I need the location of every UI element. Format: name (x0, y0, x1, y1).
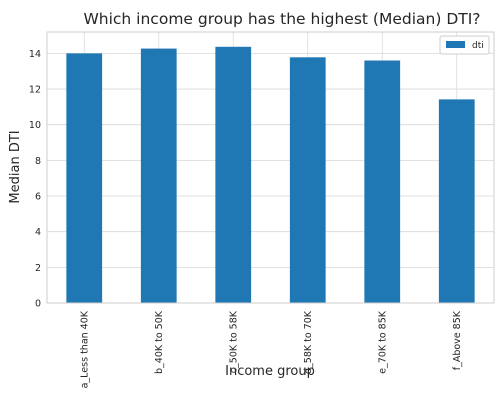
bar (364, 60, 401, 303)
y-tick-label: 10 (29, 120, 41, 131)
y-tick-labels: 0 2 4 6 8 10 12 14 (29, 49, 41, 310)
y-axis-label: Median DTI (8, 130, 23, 203)
legend-label: dti (472, 41, 484, 51)
grid-lines (47, 32, 494, 304)
x-axis-label: Income group (225, 364, 315, 379)
plot-frame (46, 31, 495, 304)
bar (438, 99, 475, 303)
y-tick-label: 8 (35, 156, 41, 167)
y-tick-label: 2 (35, 263, 41, 274)
x-tick-labels: a_Less than 40K b_40K to 50K c_50K to 58K d… (79, 310, 463, 388)
bars (66, 46, 475, 304)
x-tick-label: e_70K to 85K (377, 310, 388, 374)
x-tick-label: f_Above 85K (452, 310, 463, 370)
legend: dti (439, 35, 490, 55)
y-tick-label: 4 (35, 227, 41, 238)
y-tick-label: 14 (29, 49, 41, 60)
x-tick-label: a_Less than 40K (79, 310, 90, 388)
bar (140, 48, 177, 304)
x-tick-label: c_50K to 58K (228, 310, 239, 373)
y-tick-label: 12 (29, 85, 41, 96)
bar (289, 57, 326, 303)
y-tick-label: 0 (35, 299, 41, 310)
bar (215, 46, 252, 303)
bar (66, 53, 103, 303)
chart-title: Which income group has the highest (Medi… (83, 10, 480, 28)
x-tick-label: b_40K to 50K (154, 310, 165, 374)
legend-swatch (446, 41, 465, 48)
y-tick-label: 6 (35, 192, 41, 203)
x-tick-label: d_58K to 70K (303, 310, 314, 374)
